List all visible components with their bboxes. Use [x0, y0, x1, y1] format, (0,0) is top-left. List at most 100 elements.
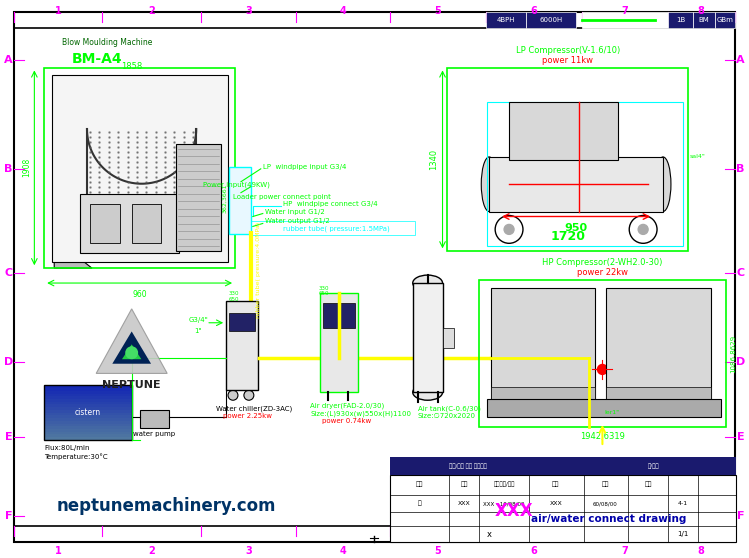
- Text: A: A: [736, 55, 745, 65]
- Bar: [489, 157, 663, 211]
- Circle shape: [228, 390, 238, 400]
- Circle shape: [533, 292, 568, 328]
- Text: 1908: 1908: [22, 158, 31, 177]
- Text: 1942,6319: 1942,6319: [580, 432, 625, 441]
- Text: sal4": sal4": [690, 155, 706, 160]
- Text: BM-A4: BM-A4: [72, 52, 122, 66]
- Text: 4: 4: [339, 546, 346, 556]
- Circle shape: [648, 292, 684, 328]
- Bar: [44, 391, 132, 393]
- Bar: [486, 12, 526, 28]
- Text: power 2.25kw: power 2.25kw: [223, 413, 272, 419]
- Text: D: D: [736, 358, 745, 368]
- Text: 单位: 单位: [601, 482, 609, 488]
- Bar: [693, 12, 715, 28]
- Text: water pump: water pump: [133, 431, 175, 437]
- Bar: [487, 102, 683, 246]
- Bar: [44, 402, 132, 405]
- Text: C: C: [4, 268, 13, 278]
- Text: 图纸: 图纸: [416, 482, 423, 488]
- Bar: [44, 399, 132, 402]
- Text: E: E: [737, 432, 745, 442]
- Text: air/water connect drawing: air/water connect drawing: [531, 514, 686, 525]
- Bar: [581, 12, 668, 28]
- Text: 1858: 1858: [121, 61, 142, 70]
- Circle shape: [534, 106, 550, 122]
- Ellipse shape: [609, 296, 643, 324]
- Circle shape: [533, 331, 568, 368]
- Bar: [251, 222, 415, 235]
- Text: B: B: [4, 164, 13, 174]
- Text: 3: 3: [245, 6, 252, 16]
- Text: 1086,8629: 1086,8629: [730, 334, 736, 373]
- Ellipse shape: [494, 336, 529, 363]
- Ellipse shape: [655, 157, 671, 211]
- Text: 330: 330: [229, 291, 240, 296]
- Text: XXX - 10/08/09: XXX - 10/08/09: [483, 501, 525, 506]
- Text: 5: 5: [434, 6, 441, 16]
- Bar: [44, 68, 235, 268]
- Bar: [447, 68, 688, 251]
- Text: D: D: [4, 358, 13, 368]
- Circle shape: [235, 196, 245, 206]
- Bar: [44, 386, 132, 440]
- Text: F: F: [737, 512, 745, 521]
- Text: A: A: [4, 55, 13, 65]
- Text: 650: 650: [229, 297, 240, 302]
- Text: XXX: XXX: [495, 502, 533, 521]
- Text: 4-1: 4-1: [678, 501, 688, 506]
- Text: Water output G1/2: Water output G1/2: [264, 219, 330, 224]
- Text: LP  windpipe input G3/4: LP windpipe input G3/4: [263, 164, 346, 170]
- Text: Blow Moulding Machine: Blow Moulding Machine: [61, 38, 152, 47]
- Text: 8: 8: [698, 546, 705, 556]
- Text: XXX: XXX: [458, 501, 471, 506]
- Text: 1": 1": [195, 328, 202, 334]
- Text: power 0.74kw: power 0.74kw: [322, 418, 372, 424]
- Circle shape: [235, 214, 245, 223]
- Text: 60/08/00: 60/08/00: [593, 501, 618, 506]
- Bar: [229, 313, 255, 331]
- Text: 1B: 1B: [676, 17, 685, 23]
- Bar: [44, 388, 132, 391]
- Text: 初/复检: 初/复检: [648, 463, 660, 469]
- Circle shape: [571, 112, 607, 148]
- Text: 版本: 版本: [552, 482, 560, 488]
- Bar: [229, 167, 251, 234]
- Bar: [44, 405, 132, 407]
- Text: Flux:80L/min: Flux:80L/min: [44, 445, 90, 451]
- Ellipse shape: [413, 384, 443, 400]
- Polygon shape: [54, 238, 92, 268]
- Text: neptunemachinery.com: neptunemachinery.com: [57, 498, 276, 516]
- Bar: [44, 418, 132, 421]
- Text: G3/4": G3/4": [188, 317, 208, 323]
- Text: Loader power connect point: Loader power connect point: [233, 194, 331, 200]
- Circle shape: [648, 331, 684, 368]
- Bar: [44, 432, 132, 435]
- Bar: [526, 12, 575, 28]
- Bar: [80, 194, 179, 253]
- Text: power 22kw: power 22kw: [577, 268, 628, 277]
- Text: Temperature:30°C: Temperature:30°C: [44, 453, 108, 460]
- Text: 8: 8: [698, 6, 705, 16]
- Bar: [44, 426, 132, 429]
- Bar: [607, 288, 711, 402]
- Text: 650: 650: [318, 291, 329, 296]
- Bar: [416, 340, 427, 345]
- Text: 比例: 比例: [461, 482, 468, 488]
- Text: 1: 1: [55, 546, 61, 556]
- Text: 2: 2: [148, 546, 155, 556]
- Bar: [443, 328, 455, 348]
- Text: 6: 6: [530, 6, 537, 16]
- Text: B: B: [736, 164, 745, 174]
- Bar: [44, 410, 132, 412]
- Ellipse shape: [494, 296, 529, 324]
- Bar: [607, 387, 711, 399]
- Text: Power input(49KW): Power input(49KW): [203, 181, 270, 188]
- Text: C: C: [736, 268, 745, 278]
- Bar: [491, 288, 595, 402]
- Text: Size:(L)930x(w)550x(H)1100: Size:(L)930x(w)550x(H)1100: [310, 410, 411, 417]
- Circle shape: [422, 331, 434, 344]
- Text: 制: 制: [418, 501, 422, 506]
- Circle shape: [598, 364, 607, 374]
- Bar: [44, 412, 132, 415]
